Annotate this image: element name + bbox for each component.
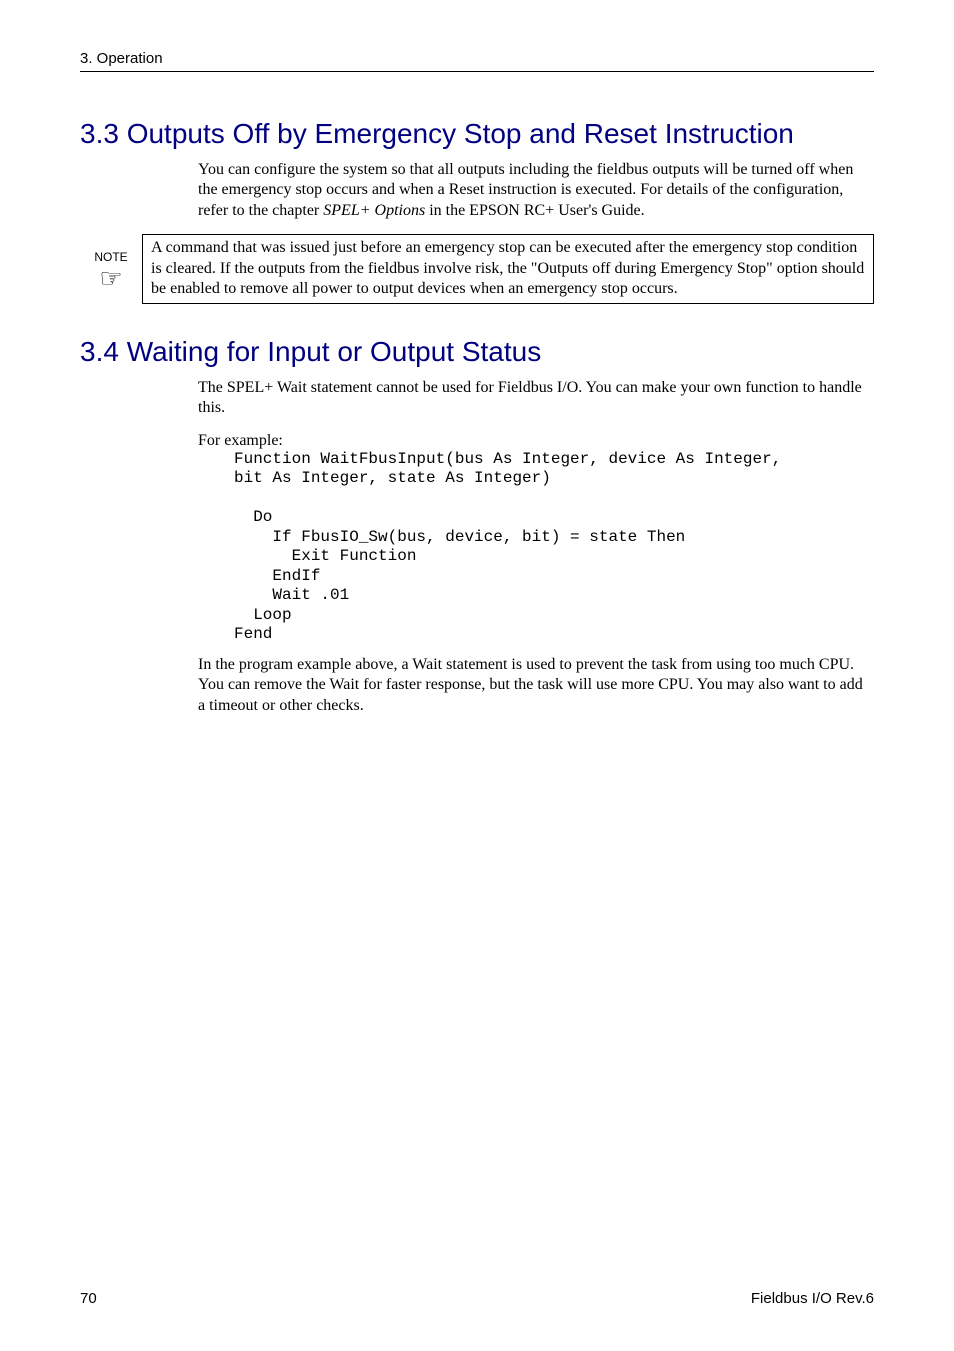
note-row: NOTE ☞ A command that was issued just be… bbox=[80, 234, 874, 303]
section-3-3-title: 3.3 Outputs Off by Emergency Stop and Re… bbox=[80, 118, 874, 150]
note-label: NOTE ☞ bbox=[80, 234, 142, 292]
doc-title: Fieldbus I/O Rev.6 bbox=[751, 1290, 874, 1307]
section-3-4-outro: In the program example above, a Wait sta… bbox=[198, 655, 870, 716]
note-word: NOTE bbox=[80, 250, 142, 264]
section-3-3-para-after: in the EPSON RC+ User's Guide. bbox=[425, 202, 644, 219]
section-3-4-body: The SPEL+ Wait statement cannot be used … bbox=[198, 378, 870, 717]
footer: 70 Fieldbus I/O Rev.6 bbox=[80, 1290, 874, 1307]
page-number: 70 bbox=[80, 1290, 97, 1307]
header-rule: 3. Operation bbox=[80, 50, 874, 72]
note-text: A command that was issued just before an… bbox=[151, 239, 864, 297]
section-3-3-para-italic: SPEL+ Options bbox=[323, 202, 425, 219]
section-3-3-body: You can configure the system so that all… bbox=[198, 160, 870, 221]
section-3-4-intro: The SPEL+ Wait statement cannot be used … bbox=[198, 378, 870, 419]
pointing-hand-icon: ☞ bbox=[99, 264, 122, 293]
note-box: A command that was issued just before an… bbox=[142, 234, 874, 303]
page: 3. Operation 3.3 Outputs Off by Emergenc… bbox=[0, 0, 954, 1351]
section-3-3-para: You can configure the system so that all… bbox=[198, 160, 870, 221]
code-example: Function WaitFbusInput(bus As Integer, d… bbox=[234, 450, 870, 645]
section-3-4-title: 3.4 Waiting for Input or Output Status bbox=[80, 336, 874, 368]
header-chapter: 3. Operation bbox=[80, 50, 163, 67]
for-example-label: For example: bbox=[198, 432, 870, 450]
